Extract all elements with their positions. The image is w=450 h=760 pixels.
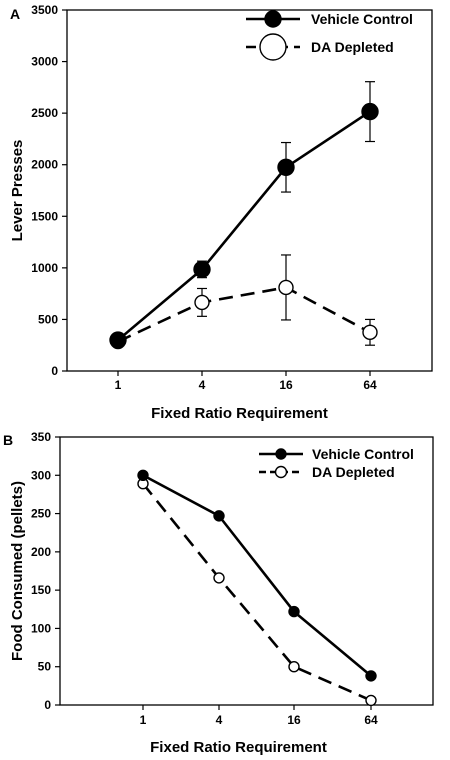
panel-b-y-tick-label: 250 <box>31 507 51 521</box>
panel-b-y-axis-title: Food Consumed (pellets) <box>9 481 26 661</box>
panel-b-panel-letter: B <box>3 432 13 448</box>
panel-a-vehicle-control-point <box>361 102 379 121</box>
panel-b-legend-vehicle-control-label: Vehicle Control <box>312 446 414 462</box>
panel-a-y-tick-label: 2500 <box>31 106 58 120</box>
panel-a-y-tick-label: 1500 <box>31 209 58 223</box>
panel-a-legend: Vehicle Control DA Depleted <box>246 10 413 61</box>
panel-a-x-tick-label: 1 <box>115 378 122 392</box>
panel-b-y-tick-label: 0 <box>44 698 51 712</box>
panel-b-legend-da-depleted-label: DA Depleted <box>312 464 395 480</box>
panel-a-legend-vehicle-control-label: Vehicle Control <box>311 11 413 27</box>
panel-b-vehicle-control-point <box>137 469 149 481</box>
panel-a-vehicle-control-point <box>277 158 295 176</box>
panel-b-plot-frame <box>59 436 434 706</box>
panel-a-legend-da-depleted-marker <box>259 33 287 61</box>
panel-a-y-tick-label: 0 <box>51 364 58 378</box>
panel-b-y-tick-label: 300 <box>31 468 51 482</box>
panel-a-da-depleted-point <box>278 279 294 296</box>
panel-a-vehicle-control-point <box>193 260 211 279</box>
panel-b-legend-da-depleted-marker <box>274 465 288 479</box>
panel-a-vehicle-control-point <box>109 331 127 349</box>
panel-b-legend-vehicle-control-marker <box>275 448 287 460</box>
panel-b-legend: Vehicle Control DA Depleted <box>259 446 414 480</box>
panel-a-panel-letter: A <box>10 6 20 22</box>
panel-b-x-tick-label: 64 <box>364 713 378 727</box>
panel-a-vehicle-control-line <box>117 110 371 342</box>
panel-b-vehicle-control-line <box>142 474 372 677</box>
panel-a-da-depleted-point <box>194 294 210 311</box>
panel-a-x-tick-label: 16 <box>279 378 293 392</box>
panel-a-x-tick-label: 64 <box>363 378 377 392</box>
panel-b-vehicle-control-point <box>365 670 377 682</box>
panel-b-y-tick-label: 200 <box>31 545 51 559</box>
panel-b-x-tick-label: 1 <box>140 713 147 727</box>
panel-a-legend-vehicle-control-marker <box>264 10 282 28</box>
panel-a-y-axis-title: Lever Presses <box>9 140 26 242</box>
panel-a-legend-da-depleted-label: DA Depleted <box>311 39 394 55</box>
panel-b-da-depleted-point <box>365 694 377 707</box>
panel-a-y-tick-label: 3500 <box>31 3 58 17</box>
panel-a-chart: 0 500 1000 1500 2000 2500 3000 3500 1 4 16 64 Fixed … <box>9 3 433 422</box>
panel-b-x-tick-label: 16 <box>287 713 301 727</box>
panel-b-x-tick-label: 4 <box>216 713 223 727</box>
panel-a-da-depleted-line <box>117 286 371 343</box>
panel-a-x-tick-label: 4 <box>199 378 206 392</box>
panel-b-vehicle-control-point <box>213 510 225 522</box>
panel-b-y-tick-label: 350 <box>31 430 51 444</box>
panel-b-da-depleted-point <box>213 572 225 584</box>
panel-b-chart: 0 50 100 150 200 250 300 350 1 4 16 64 Fixed Ratio R… <box>3 430 434 756</box>
panel-b-y-tick-label: 100 <box>31 621 51 635</box>
panel-b-y-tick-label: 150 <box>31 583 51 597</box>
panel-b-x-axis-title: Fixed Ratio Requirement <box>150 739 327 756</box>
panel-a-y-tick-label: 500 <box>38 312 58 326</box>
panel-b-da-depleted-line <box>141 482 372 702</box>
panel-a-y-tick-label: 1000 <box>31 261 58 275</box>
panel-a-da-depleted-point <box>362 324 378 341</box>
panel-a-y-tick-label: 3000 <box>31 55 58 69</box>
panel-b-da-depleted-point <box>288 661 300 673</box>
panel-a-x-axis-title: Fixed Ratio Requirement <box>151 405 328 422</box>
panel-a-y-tick-label: 2000 <box>31 158 58 172</box>
panel-a-plot-frame <box>66 9 433 372</box>
panel-b-y-tick-label: 50 <box>38 660 52 674</box>
panel-b-vehicle-control-point <box>288 605 300 618</box>
